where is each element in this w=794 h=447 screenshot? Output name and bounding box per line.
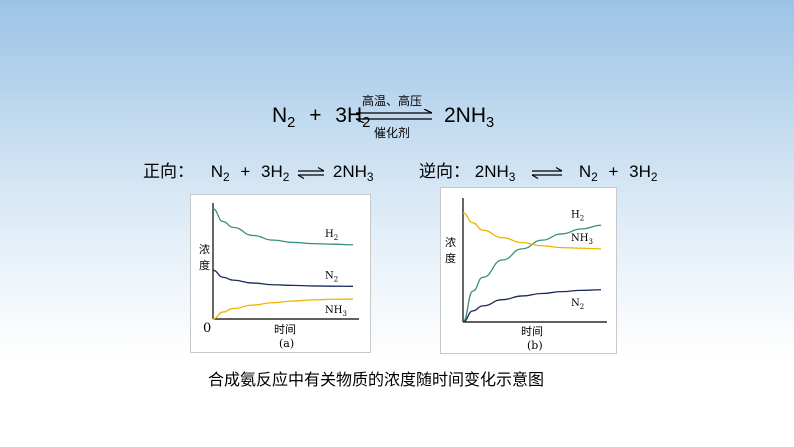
- forward-plus: +: [240, 162, 251, 181]
- chart-a-panel-label: (a): [279, 337, 294, 350]
- chart-a-line-nh3: [212, 298, 354, 320]
- forward-nh3: 2NH3: [332, 162, 374, 185]
- reverse-nh3: 2NH3: [474, 162, 516, 185]
- chart-a-label-h2: H2: [325, 229, 338, 242]
- chart-b: 浓 度 时间 (b) H2 NH3 N2: [445, 198, 607, 352]
- chart-a-line-n2: [212, 269, 354, 287]
- reverse-equilibrium-icon: [531, 166, 563, 179]
- forward-n2: N2: [210, 162, 230, 185]
- main-reactant-n2: N2: [272, 104, 296, 132]
- main-equation: N2 + 3H2: [272, 104, 371, 132]
- reverse-n2: N2: [578, 162, 598, 185]
- main-reactant-h2: 3H2: [335, 104, 371, 132]
- reverse-h2: 3H2: [629, 162, 658, 185]
- condition-bottom: 催化剂: [374, 126, 411, 140]
- chart-b-label-h2: H2: [571, 209, 584, 222]
- chart-b-line-h2: [462, 224, 602, 323]
- forward-label: 正向：: [143, 162, 194, 182]
- chart-a-line-h2: [212, 208, 354, 246]
- forward-h2: 3H2: [261, 162, 290, 185]
- reverse-label: 逆向：: [419, 162, 470, 182]
- chart-a-ylabel-2: 度: [199, 258, 210, 272]
- chart-b-line-n2: [462, 289, 602, 323]
- main-product-nh3: 2NH3: [444, 104, 495, 132]
- chart-b-label-n2: N2: [571, 298, 584, 311]
- chart-a-xlabel: 时间: [274, 323, 296, 336]
- chart-b-label-nh3: NH3: [571, 233, 593, 246]
- chart-panel-b: 浓 度 时间 (b) H2 NH3 N2: [440, 187, 617, 354]
- forward-equilibrium-icon: [297, 166, 325, 179]
- condition-top: 高温、高压: [362, 94, 423, 108]
- chart-b-ylabel-1: 浓: [445, 236, 456, 249]
- chart-panel-a: 浓 度 0 时间 (a) H2 N2 NH3: [190, 194, 371, 353]
- main-plus: +: [309, 104, 322, 127]
- chart-b-ylabel-2: 度: [445, 251, 456, 265]
- chart-a: 浓 度 0 时间 (a) H2 N2 NH3: [199, 203, 359, 350]
- chart-b-line-nh3: [462, 212, 602, 250]
- reverse-equation: 逆向： 2NH3 N2 + 3H2: [419, 157, 658, 185]
- chart-a-origin: 0: [203, 321, 211, 336]
- reverse-plus: +: [608, 162, 619, 181]
- chart-a-label-nh3: NH3: [325, 305, 347, 318]
- chart-a-label-n2: N2: [325, 270, 338, 283]
- chart-b-panel-label: (b): [527, 339, 543, 352]
- forward-equation: 正向： N2 + 3H2 2NH3: [143, 157, 374, 185]
- main-equilibrium-arrow-icon: [355, 109, 433, 123]
- chart-a-ylabel-1: 浓: [199, 243, 210, 256]
- chart-b-xlabel: 时间: [521, 325, 543, 338]
- figure-caption: 合成氨反应中有关物质的浓度随时间变化示意图: [208, 370, 545, 389]
